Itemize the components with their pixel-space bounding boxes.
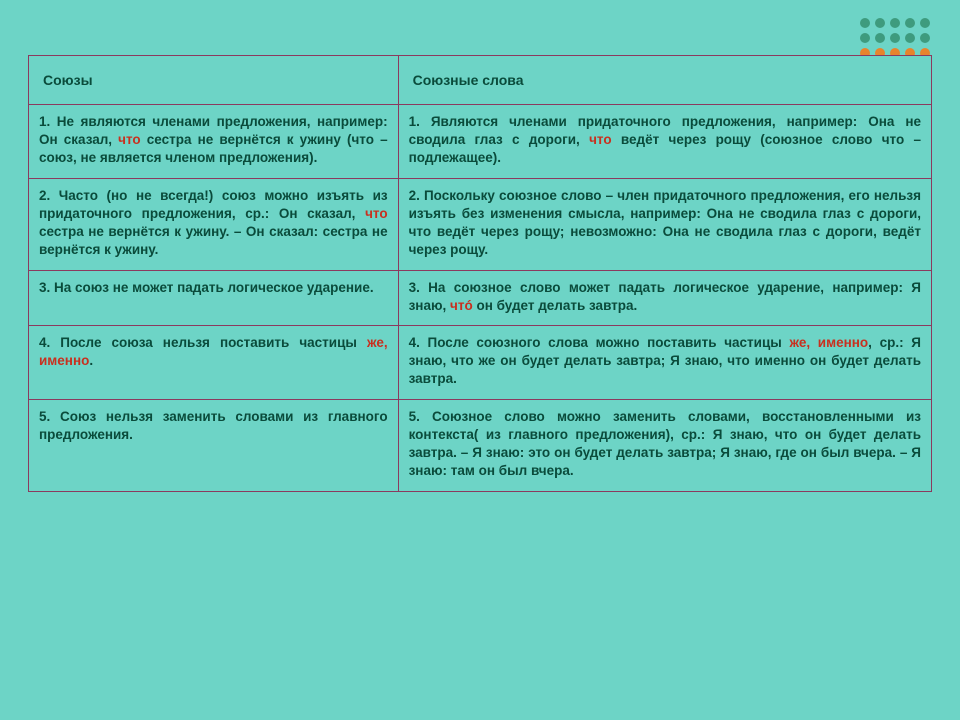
decor-dot	[905, 18, 915, 28]
cell-text: 4. После союзного слова можно поставить …	[409, 334, 921, 389]
table-row: 4. После союза нельзя поставить частицы …	[29, 325, 932, 399]
decor-dot	[905, 33, 915, 43]
highlight-text: чтó	[450, 298, 473, 313]
cell-right: 2. Поскольку союзное слово – член придат…	[398, 178, 931, 270]
text: 3. На союз не может падать логическое уд…	[39, 280, 374, 295]
text: 2. Поскольку союзное слово – член придат…	[409, 188, 921, 258]
decor-dot	[920, 18, 930, 28]
decor-dot	[890, 18, 900, 28]
table-row: 5. Союз нельзя заменить словами из главн…	[29, 399, 932, 491]
table-row: 1. Не являются членами предложения, напр…	[29, 105, 932, 179]
text: сестра не вернётся к ужину. – Он сказал:…	[39, 224, 388, 257]
cell-right: 1. Являются членами придаточного предлож…	[398, 105, 931, 179]
highlight-text: что	[365, 206, 388, 221]
decor-dot	[875, 33, 885, 43]
cell-text: 1. Являются членами придаточного предлож…	[409, 113, 921, 168]
highlight-text: же, именно	[789, 335, 868, 350]
table-row: 2. Часто (но не всегда!) союз можно изъя…	[29, 178, 932, 270]
header-right: Союзные слова	[398, 56, 931, 105]
decor-dots	[860, 18, 930, 58]
cell-left: 5. Союз нельзя заменить словами из главн…	[29, 399, 399, 491]
cell-text: 2. Поскольку союзное слово – член придат…	[409, 187, 921, 260]
cell-right: 3. На союзное слово может падать логичес…	[398, 270, 931, 325]
decor-dot	[890, 33, 900, 43]
cell-text: 2. Часто (но не всегда!) союз можно изъя…	[39, 187, 388, 260]
decor-dot	[920, 33, 930, 43]
cell-left: 1. Не являются членами предложения, напр…	[29, 105, 399, 179]
cell-text: 3. На союзное слово может падать логичес…	[409, 279, 921, 315]
text: 2. Часто (но не всегда!) союз можно изъя…	[39, 188, 388, 221]
cell-text: 1. Не являются членами предложения, напр…	[39, 113, 388, 168]
cell-text: 5. Союзное слово можно заменить словами,…	[409, 408, 921, 481]
decor-dot	[860, 33, 870, 43]
text: 4. После союзного слова можно поставить …	[409, 335, 790, 350]
text: 4. После союза нельзя поставить частицы	[39, 335, 367, 350]
text: 5. Союзное слово можно заменить словами,…	[409, 409, 921, 479]
cell-text: 5. Союз нельзя заменить словами из главн…	[39, 408, 388, 444]
cell-text: 3. На союз не может падать логическое уд…	[39, 279, 388, 297]
cell-right: 4. После союзного слова можно поставить …	[398, 325, 931, 399]
decor-dot	[860, 18, 870, 28]
decor-dot	[875, 18, 885, 28]
highlight-text: что	[589, 132, 612, 147]
cell-right: 5. Союзное слово можно заменить словами,…	[398, 399, 931, 491]
cell-left: 4. После союза нельзя поставить частицы …	[29, 325, 399, 399]
highlight-text: что	[118, 132, 141, 147]
text: он будет делать завтра.	[473, 298, 638, 313]
cell-text: 4. После союза нельзя поставить частицы …	[39, 334, 388, 370]
cell-left: 3. На союз не может падать логическое уд…	[29, 270, 399, 325]
header-left: Союзы	[29, 56, 399, 105]
comparison-table: Союзы Союзные слова 1. Не являются члена…	[28, 55, 932, 492]
cell-left: 2. Часто (но не всегда!) союз можно изъя…	[29, 178, 399, 270]
text: 5. Союз нельзя заменить словами из главн…	[39, 409, 388, 442]
table-row: 3. На союз не может падать логическое уд…	[29, 270, 932, 325]
text: .	[89, 353, 93, 368]
